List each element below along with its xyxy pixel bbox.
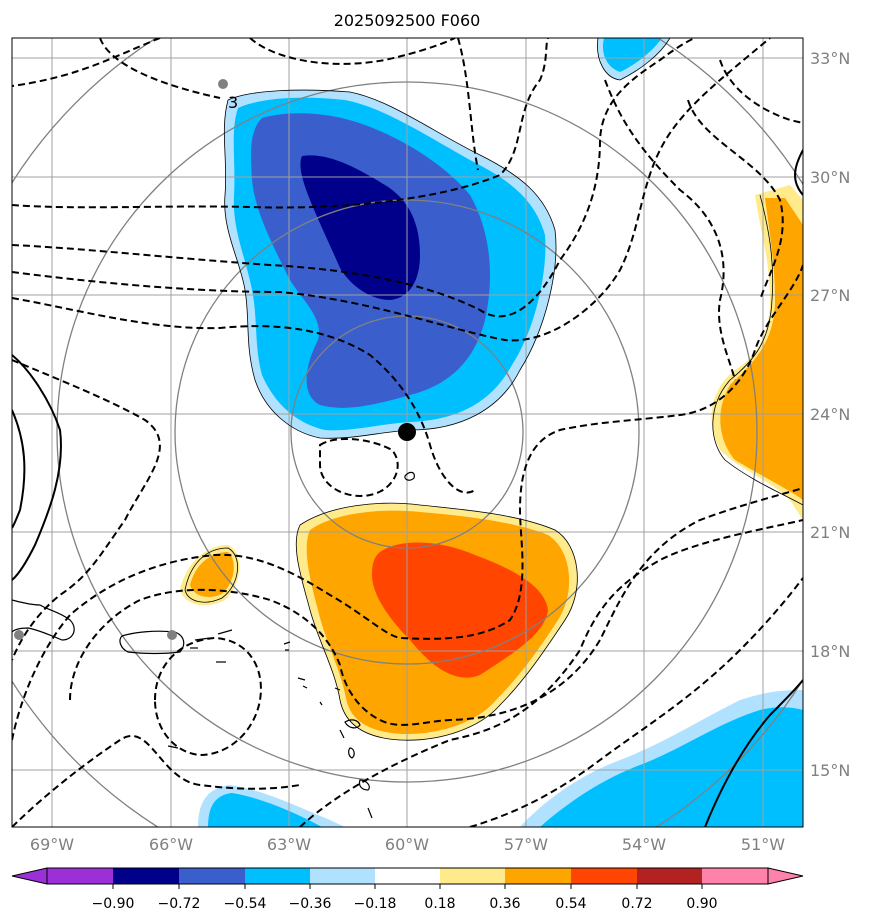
colorbar-label: −0.72: [158, 896, 201, 912]
map-panel: 3: [12, 38, 803, 827]
colorbar-label: −0.90: [92, 896, 135, 912]
lon-label: 60°W: [385, 835, 429, 854]
colorbar-bin: [179, 868, 245, 884]
colorbar-bin: [310, 868, 375, 884]
negative-anomaly-south: [198, 785, 345, 827]
colorbar-bin: [47, 868, 113, 884]
colorbar-label: 0.72: [621, 896, 652, 912]
colorbar-label: −0.18: [354, 896, 397, 912]
lat-label: 24°N: [810, 405, 850, 424]
colorbar-label: −0.36: [289, 896, 332, 912]
colorbar: −0.90 −0.72 −0.54 −0.36 −0.18 0.18 0.36 …: [11, 867, 804, 912]
contour-label: 3: [228, 93, 238, 112]
longitude-labels: 69°W 66°W 63°W 60°W 57°W 54°W 51°W: [30, 835, 785, 854]
colorbar-bin: [637, 868, 702, 884]
lon-label: 54°W: [622, 835, 666, 854]
colorbar-bin: [375, 868, 440, 884]
lon-label: 63°W: [267, 835, 311, 854]
range-rings: [12, 38, 803, 827]
colorbar-bin: [571, 868, 637, 884]
lat-label: 18°N: [810, 642, 850, 661]
lat-label: 30°N: [810, 168, 850, 187]
colorbar-label: 0.36: [489, 896, 520, 912]
negative-anomaly-southeast: [520, 690, 803, 827]
lat-label: 15°N: [810, 761, 850, 780]
map-frame: [11, 37, 804, 828]
lon-label: 57°W: [504, 835, 548, 854]
colorbar-extend-min: [11, 867, 48, 885]
colorbar-bin: [702, 868, 768, 884]
station-markers: [14, 79, 228, 640]
negative-anomaly-northeast: [597, 38, 670, 80]
colorbar-label: −0.54: [224, 896, 267, 912]
station-marker: [14, 630, 24, 640]
colorbar-label: 0.18: [424, 896, 455, 912]
lon-label: 66°W: [149, 835, 193, 854]
lat-label: 33°N: [810, 49, 850, 68]
positive-anomaly-central: [296, 503, 578, 741]
colorbar-bin: [440, 868, 505, 884]
colorbar-bin: [245, 868, 310, 884]
station-marker: [167, 630, 177, 640]
positive-anomaly-east: [711, 185, 803, 520]
solid-contours: [12, 149, 803, 827]
station-marker: [218, 79, 228, 89]
latitude-labels: 33°N 30°N 27°N 24°N 21°N 18°N 15°N: [810, 49, 850, 780]
dashed-contours: [12, 38, 803, 827]
lon-label: 69°W: [30, 835, 74, 854]
colorbar-label: 0.54: [555, 896, 586, 912]
colorbar-extend-max: [767, 867, 804, 885]
anomaly-outlines: [184, 38, 803, 741]
colorbar-ticks: [112, 884, 703, 889]
coastlines: [12, 471, 415, 819]
colorbar-bin: [113, 868, 179, 884]
lon-label: 51°W: [741, 835, 785, 854]
map-title: 2025092500 F060: [334, 11, 481, 30]
lat-label: 21°N: [810, 523, 850, 542]
storm-center-marker: [398, 423, 416, 441]
colorbar-frame: [46, 867, 769, 885]
colorbar-bin: [505, 868, 571, 884]
lat-label: 27°N: [810, 286, 850, 305]
colorbar-label: 0.90: [686, 896, 717, 912]
